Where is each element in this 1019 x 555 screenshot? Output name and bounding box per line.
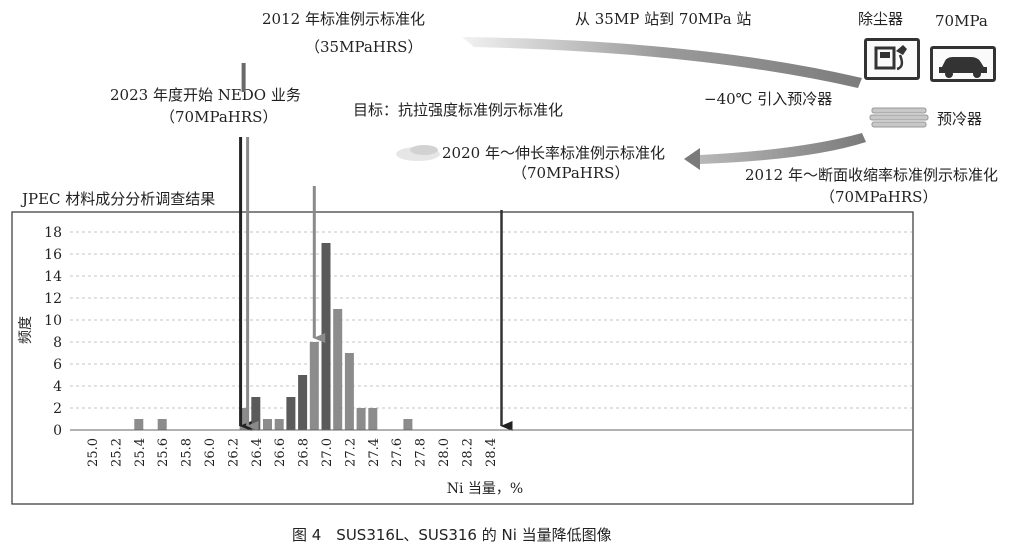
y-axis-label: 频度: [18, 316, 34, 344]
x-tick-label: 27.4: [367, 438, 382, 467]
chart-frame: [11, 211, 914, 505]
vehicle-icon: [939, 57, 987, 78]
y-tick-label: 16: [44, 247, 62, 263]
grid-lines: [70, 231, 912, 409]
dispenser-icon: [874, 45, 907, 71]
x-tick-label: 28.2: [460, 438, 475, 467]
bar: [286, 397, 296, 430]
precooler-intro-label: −40℃ 引入预冷器: [704, 90, 833, 108]
bar: [239, 408, 249, 430]
bar: [333, 309, 343, 430]
x-tick-label: 26.0: [203, 438, 218, 467]
y-tick-label: 18: [44, 225, 62, 241]
y-tick-label: 10: [44, 313, 62, 329]
precooler-icon: [869, 107, 929, 128]
bar: [403, 419, 413, 430]
y-tick-label: 14: [44, 269, 62, 285]
y-tick-label: 2: [53, 401, 62, 417]
bar: [298, 375, 308, 430]
area-reduction-subtitle: （70MPaHRS）: [820, 188, 938, 206]
bar: [263, 419, 272, 430]
bar-series: [134, 243, 413, 430]
bar: [368, 408, 378, 430]
figure-caption: 图 4 SUS316L、SUS316 的 Ni 当量降低图像: [292, 526, 612, 544]
precooler-band-arrowhead: [684, 148, 700, 170]
dust-collector-icon: [864, 38, 920, 80]
bar: [344, 353, 354, 430]
y-tick-labels: 0 2 4 6 8 10 12 14 16 18: [44, 225, 62, 439]
precooler-label: 预冷器: [937, 110, 983, 128]
x-tick-label: 25.4: [133, 438, 148, 467]
pressure-70-label: 70MPa: [935, 12, 988, 30]
precooler-band: [700, 133, 866, 164]
x-tick-label: 28.4: [484, 438, 499, 467]
x-tick-labels: 25.0 25.2 25.4 25.6 25.8 26.0 26.2 26.4 26.6 26.8…: [86, 438, 499, 467]
bar: [274, 419, 284, 430]
x-tick-label: 25.8: [180, 438, 195, 467]
cloud-icon: [396, 145, 440, 161]
x-tick-label: 26.2: [226, 438, 241, 467]
x-tick-label: 25.0: [86, 438, 101, 467]
x-tick-label: 27.8: [414, 438, 429, 467]
dust-collector-label: 除尘器: [858, 10, 904, 28]
x-tick-label: 26.4: [250, 438, 265, 467]
area-reduction-title: 2012 年～断面收缩率标准例示标准化: [745, 166, 998, 184]
station-upgrade-label: 从 35MP 站到 70MPa 站: [575, 10, 752, 28]
x-tick-label: 25.2: [109, 438, 124, 467]
bar: [157, 419, 167, 430]
x-tick-label: 26.8: [297, 438, 312, 467]
x-tick-label: 27.0: [320, 438, 335, 467]
nedo-title: 2023 年度开始 NEDO 业务: [110, 86, 301, 104]
bar: [321, 243, 331, 430]
bar: [134, 419, 144, 430]
y-tick-label: 8: [53, 335, 62, 351]
marker-arrows: [239, 63, 513, 431]
x-tick-label: 28.0: [437, 438, 452, 467]
y-tick-label: 12: [44, 291, 62, 307]
x-tick-label: 26.6: [273, 438, 288, 467]
y-tick-label: 4: [53, 379, 62, 395]
car-icon: [930, 46, 996, 82]
y-tick-label: 6: [53, 357, 62, 373]
y-tick-label: 0: [53, 423, 62, 439]
x-tick-label: 27.2: [343, 438, 358, 467]
elongation-subtitle: （70MPaHRS）: [512, 164, 630, 182]
jpec-chart-title: JPEC 材料成分分析调查结果: [22, 190, 216, 208]
nedo-subtitle: （70MPaHRS）: [160, 108, 278, 126]
std-2012-subtitle: （35MPaHRS）: [305, 38, 423, 56]
bar: [251, 397, 261, 430]
x-tick-label: 27.6: [390, 438, 405, 467]
bar: [309, 342, 319, 430]
x-tick-label: 25.6: [156, 438, 171, 467]
target-label: 目标：抗拉强度标准例示标准化: [353, 101, 564, 119]
x-axis-label: Ni 当量，%: [447, 481, 523, 497]
bar: [356, 408, 366, 430]
elongation-title: 2020 年～伸长率标准例示标准化: [442, 144, 665, 162]
station-upgrade-band: [462, 37, 862, 88]
std-2012-title: 2012 年标准例示标准化: [262, 10, 425, 28]
